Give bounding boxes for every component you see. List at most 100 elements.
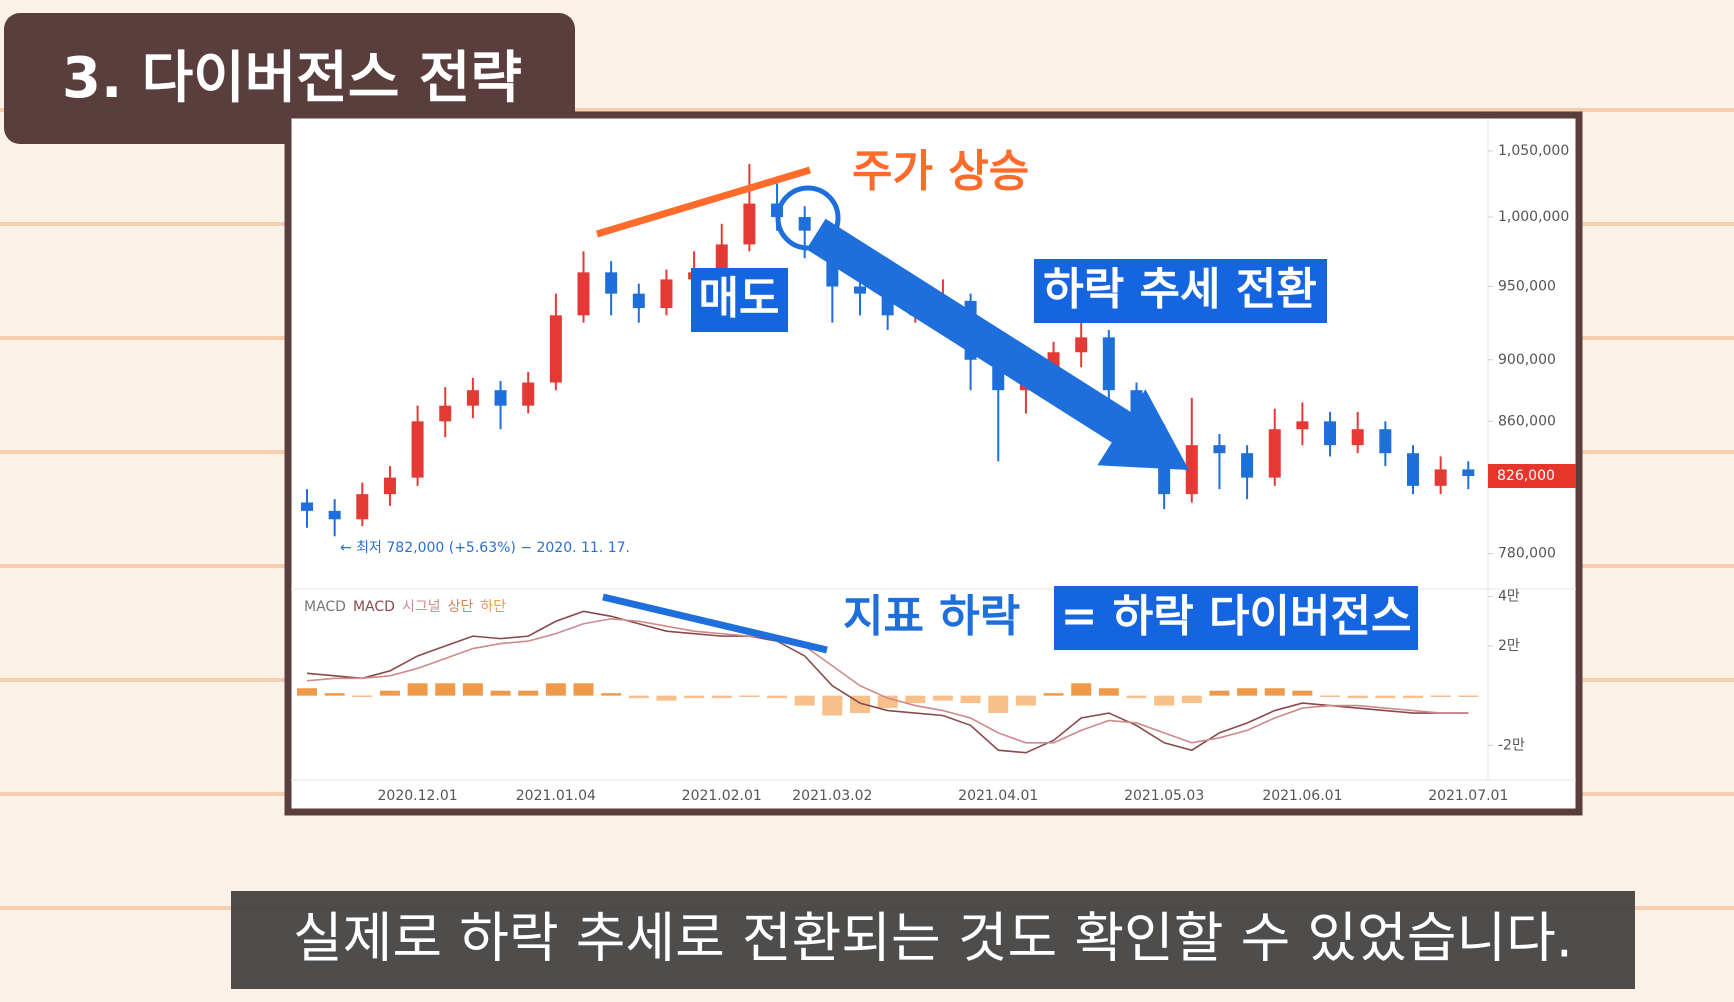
y-tick-label: 4만: [1498, 588, 1520, 604]
x-tick-label: 2020.12.01: [378, 788, 458, 804]
indicator-line: [602, 593, 828, 654]
candle-body: [1379, 429, 1392, 454]
candle-body: [549, 315, 562, 383]
macd-histogram-bar: [1071, 683, 1092, 696]
last-price-label: 826,000: [1497, 468, 1555, 484]
legend-entry: 하단: [480, 599, 506, 615]
x-tick-label: 2021.05.03: [1124, 788, 1204, 804]
candle-body: [715, 244, 728, 273]
candle-body: [356, 494, 369, 520]
candle-body: [798, 217, 811, 231]
candle-body: [854, 286, 866, 294]
y-tick-label: 860,000: [1498, 413, 1556, 429]
macd-histogram-bar: [518, 690, 539, 696]
macd-histogram-bar: [1264, 688, 1285, 696]
macd-histogram-bar: [1209, 690, 1230, 696]
x-tick-label: 2021.04.01: [958, 788, 1038, 804]
candle-body: [1434, 469, 1447, 486]
macd-histogram-bar: [628, 695, 649, 699]
annotation: = 하락 다이버전스: [1061, 591, 1412, 642]
macd-histogram-bar: [1154, 695, 1175, 706]
macd-histogram-bar: [1126, 695, 1147, 699]
caption: 실제로 하락 추세로 전환되는 것도 확인할 수 있었습니다.: [293, 907, 1573, 970]
x-tick-label: 2021.01.04: [516, 788, 596, 804]
x-tick-label: 2021.03.02: [792, 788, 872, 804]
candle-body: [1185, 445, 1198, 495]
macd-histogram-bar: [739, 695, 760, 697]
macd-histogram-bar: [573, 683, 594, 696]
candle-body: [743, 203, 756, 245]
y-tick-label: 900,000: [1498, 352, 1556, 368]
macd-histogram-bar: [601, 693, 622, 696]
annotation: 주가 상승: [852, 146, 1029, 197]
macd-histogram-bar: [1320, 695, 1341, 697]
slide-title: 3. 다이버전스 전략: [62, 46, 522, 111]
down-arrow: [806, 218, 1189, 470]
candle-body: [411, 421, 424, 478]
low-annotation: ← 최저 782,000 (+5.63%) − 2020. 11. 17.: [340, 540, 630, 556]
last-price-box: [1488, 463, 1576, 488]
annotation: 하락 추세 전환: [1043, 264, 1317, 315]
macd-histogram-bar: [1430, 695, 1451, 697]
candle-body: [1407, 453, 1419, 486]
legend-entry: MACD: [304, 599, 346, 615]
macd-histogram-bar: [988, 695, 1009, 714]
x-tick-label: 2021.02.01: [682, 788, 762, 804]
macd-histogram-bar: [1181, 695, 1202, 704]
annotation: 매도: [699, 273, 780, 324]
legend-entry: 시그널: [402, 599, 441, 615]
title-box: [4, 13, 575, 144]
macd-histogram-bar: [490, 690, 511, 696]
candle-body: [301, 502, 313, 511]
y-tick-label: 1,000,000: [1498, 209, 1569, 225]
macd-histogram-bar: [711, 695, 732, 699]
y-tick-label: 1,050,000: [1498, 143, 1569, 159]
candle-body: [494, 390, 507, 406]
y-tick-label: 950,000: [1498, 279, 1556, 295]
macd-histogram-bar: [1015, 695, 1036, 706]
candle-body: [1075, 337, 1088, 353]
macd-histogram-bar: [462, 683, 483, 696]
macd-histogram-bar: [656, 695, 677, 701]
macd-histogram-bar: [905, 695, 926, 704]
macd-histogram-bar: [1375, 695, 1396, 699]
macd-histogram-bar: [379, 690, 400, 696]
macd-histogram-bar: [960, 695, 981, 704]
x-tick-label: 2021.07.01: [1428, 788, 1508, 804]
macd-histogram-bar: [435, 683, 456, 696]
macd-histogram-bar: [767, 695, 788, 699]
candle-body: [1296, 421, 1309, 430]
candle-body: [1351, 429, 1364, 446]
macd-histogram-bar: [1237, 688, 1258, 696]
candle-body: [328, 510, 341, 520]
macd-histogram-bar: [1098, 688, 1119, 696]
annotation-box: [1034, 259, 1327, 323]
x-tick-label: 2021.06.01: [1262, 788, 1342, 804]
candle-body: [383, 477, 396, 495]
candle-body: [660, 279, 673, 309]
legend-entry: 상단: [448, 599, 474, 615]
candle-body: [632, 293, 645, 309]
candle-body: [1102, 337, 1115, 391]
macd-histogram-bar: [794, 695, 815, 706]
legend-entry: MACD: [353, 599, 395, 615]
caption-box: [231, 891, 1635, 989]
macd-line: [306, 617, 1469, 744]
macd-histogram-bar: [1043, 693, 1064, 696]
y-tick-label: -2만: [1498, 737, 1525, 753]
macd-histogram-bar: [822, 695, 843, 716]
macd-histogram-bar: [545, 683, 566, 696]
macd-histogram-bar: [1292, 690, 1313, 696]
y-tick-label: 2만: [1498, 638, 1520, 654]
candle-body: [1241, 453, 1254, 478]
annotation-box: [1054, 586, 1418, 650]
candle-body: [577, 272, 590, 316]
candle-body: [1462, 469, 1475, 476]
candle-body: [1213, 445, 1226, 454]
macd-histogram-bar: [1458, 695, 1479, 697]
macd-histogram-bar: [352, 695, 373, 697]
candle-body: [439, 405, 452, 422]
macd-histogram-bar: [1347, 695, 1368, 699]
